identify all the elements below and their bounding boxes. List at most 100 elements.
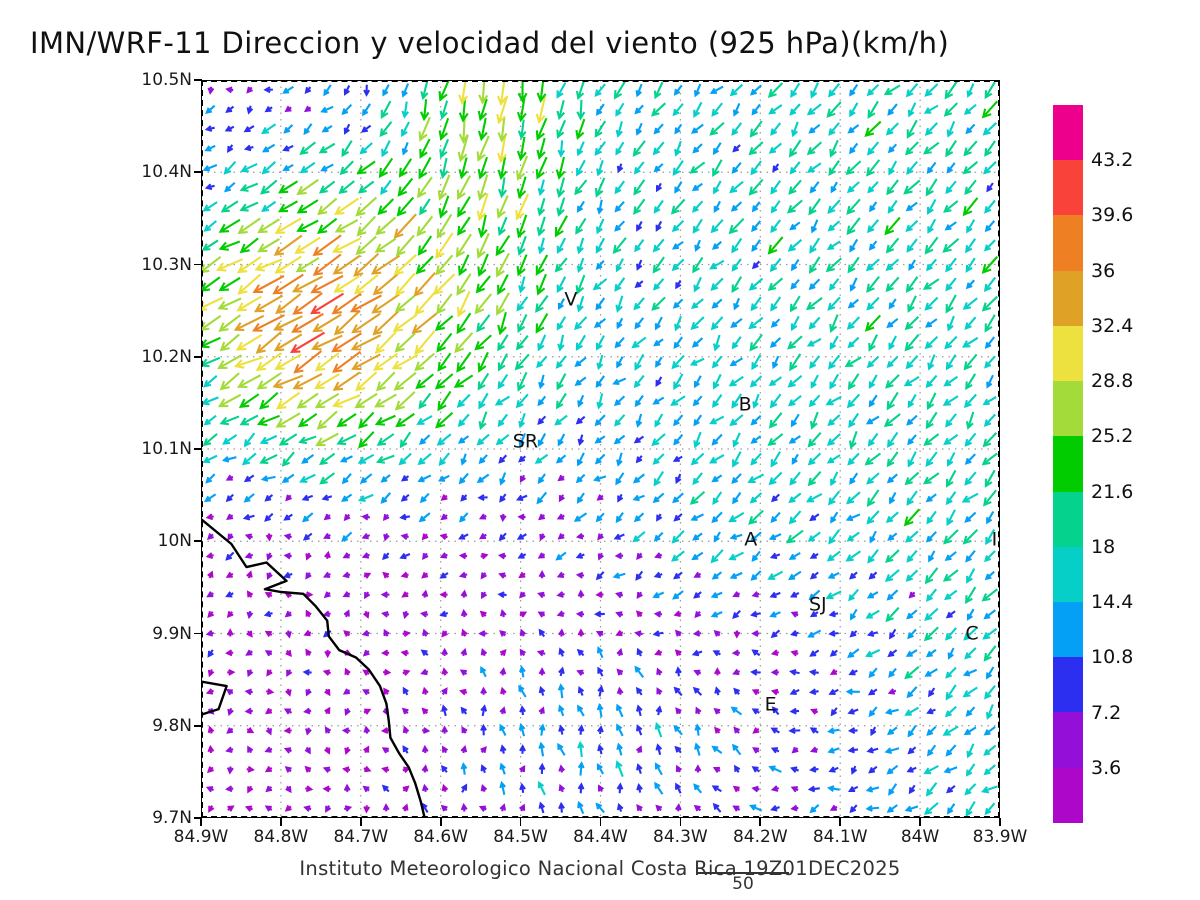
wind-arrow	[711, 785, 722, 793]
wind-arrow	[225, 649, 234, 657]
wind-arrow	[673, 724, 683, 736]
wind-arrow	[577, 628, 585, 637]
city-label-e: E	[764, 693, 777, 716]
wind-arrow	[247, 745, 254, 754]
wind-arrow	[207, 766, 214, 774]
wind-arrow	[557, 742, 566, 756]
wind-arrow	[750, 531, 762, 542]
wind-arrow	[245, 649, 253, 656]
wind-arrow	[480, 665, 487, 678]
city-labels: V SR B A I SJ C E	[201, 80, 1000, 818]
wind-arrow	[461, 628, 468, 637]
wind-arrow	[865, 805, 880, 812]
wind-arrow	[266, 572, 273, 580]
wind-arrow	[865, 785, 880, 793]
wind-arrow	[845, 513, 861, 522]
wind-arrow	[460, 802, 468, 812]
wind-arrow	[769, 591, 781, 599]
wind-arrow	[733, 687, 740, 695]
wind-arrow	[692, 532, 703, 541]
wind-arrow	[363, 572, 372, 579]
wind-arrow	[636, 552, 643, 561]
wind-arrow	[752, 727, 760, 734]
wind-arrow	[402, 610, 410, 620]
wind-arrow	[573, 512, 588, 522]
wind-arrow	[693, 591, 702, 599]
wind-arrow	[886, 764, 899, 775]
wind-arrow	[923, 764, 939, 775]
wind-arrow	[419, 492, 430, 504]
wind-arrow	[749, 492, 763, 504]
wind-arrow	[401, 591, 409, 598]
wind-arrow	[981, 785, 998, 794]
wind-arrow	[324, 688, 331, 697]
wind-arrow	[401, 707, 409, 715]
wind-arrow	[807, 629, 822, 638]
wind-arrow	[285, 688, 292, 697]
wind-arrow	[866, 591, 879, 599]
colorbar-tick-label: 10.8	[1091, 646, 1134, 669]
wind-arrow	[928, 687, 936, 698]
wind-arrow	[769, 552, 781, 560]
wind-arrow	[343, 630, 351, 637]
wind-arrow	[263, 610, 273, 618]
wind-arrow	[441, 647, 448, 656]
wind-arrow	[516, 533, 527, 540]
wind-arrow	[206, 533, 214, 540]
wind-arrow	[807, 785, 820, 793]
wind-arrow	[828, 529, 841, 545]
wind-arrow	[302, 668, 312, 676]
wind-arrow	[421, 571, 429, 579]
wind-arrow	[748, 509, 764, 525]
wind-arrow	[788, 570, 802, 581]
wind-arrow	[302, 532, 313, 541]
wind-arrow	[923, 626, 939, 642]
wind-arrow	[537, 552, 546, 559]
wind-arrow	[636, 724, 643, 736]
x-axis-tick-label: 84.5W	[493, 827, 548, 847]
wind-arrow	[693, 783, 703, 794]
wind-arrow	[616, 703, 624, 718]
wind-arrow	[673, 571, 683, 580]
y-axis-tick-label: 9.7N	[152, 808, 192, 828]
wind-arrow	[827, 727, 840, 735]
colorbar-band	[1053, 160, 1083, 216]
wind-arrow	[616, 802, 624, 812]
wind-arrow	[499, 649, 507, 656]
wind-arrow	[575, 610, 585, 618]
wind-arrow	[576, 492, 585, 504]
wind-arrow	[729, 571, 743, 580]
wind-arrow	[244, 805, 253, 812]
x-axis-tick-mark	[519, 818, 522, 826]
wind-arrow	[536, 491, 548, 505]
wind-arrow	[827, 572, 840, 579]
wind-arrow	[400, 493, 410, 502]
wind-arrow	[357, 493, 374, 502]
wind-arrow	[850, 765, 858, 775]
wind-arrow	[636, 591, 643, 599]
wind-arrow	[323, 532, 331, 539]
wind-arrow	[361, 629, 370, 637]
wind-arrow	[751, 649, 761, 657]
wind-arrow	[830, 511, 839, 524]
wind-arrow	[519, 705, 526, 716]
wind-arrow	[359, 473, 373, 484]
wind-arrow	[849, 608, 858, 621]
wind-arrow	[615, 591, 624, 599]
wind-arrow	[558, 647, 565, 657]
wind-arrow	[402, 803, 409, 812]
wind-arrow	[925, 782, 938, 797]
wind-arrow	[810, 746, 819, 753]
wind-arrow	[710, 549, 724, 564]
wind-arrow	[458, 533, 469, 540]
wind-arrow	[363, 805, 371, 814]
wind-arrow	[924, 668, 938, 677]
wind-arrow	[768, 533, 782, 541]
wind-arrow	[227, 708, 234, 717]
wind-arrow	[654, 781, 664, 795]
wind-arrow	[770, 649, 780, 657]
wind-arrow	[480, 723, 487, 736]
wind-arrow	[905, 649, 918, 657]
wind-arrow	[750, 570, 762, 581]
wind-arrow	[983, 726, 996, 736]
